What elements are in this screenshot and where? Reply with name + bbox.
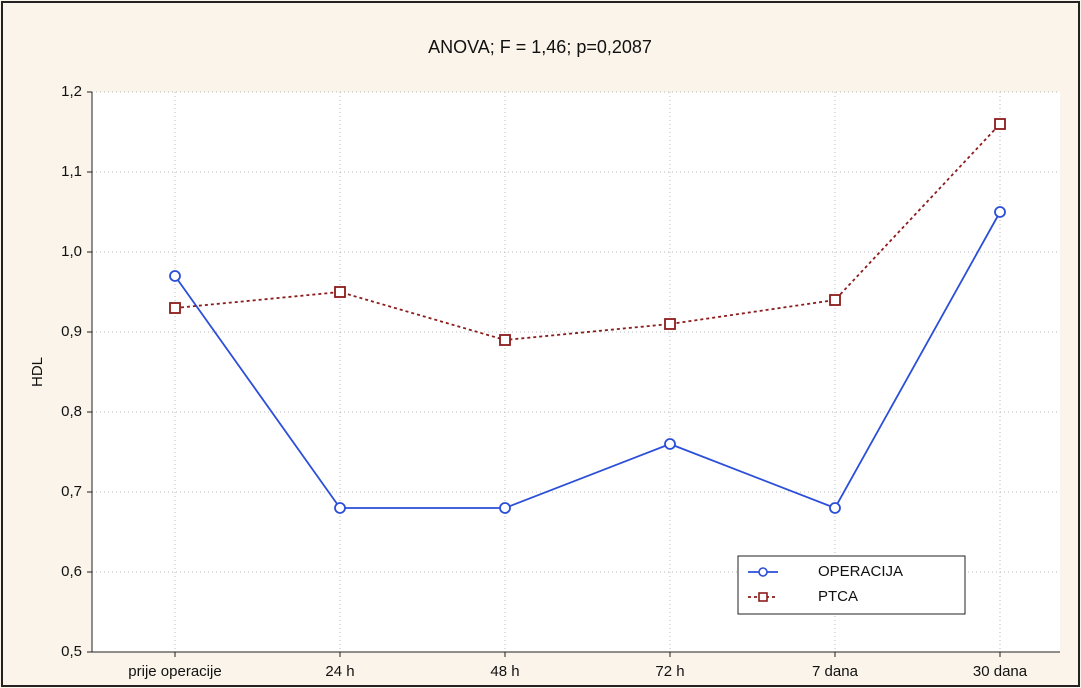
legend-box: [737, 555, 966, 615]
x-tick-label: 7 dana: [812, 663, 859, 680]
y-axis-label: HDL: [29, 357, 46, 387]
marker: [169, 302, 181, 314]
y-tick-label: 1,2: [61, 83, 82, 100]
y-tick-label: 0,5: [61, 643, 82, 660]
legend-marker: [758, 567, 768, 577]
marker: [334, 286, 346, 298]
y-tick-label: 0,9: [61, 323, 82, 340]
y-tick-label: 1,0: [61, 243, 82, 260]
marker: [664, 318, 676, 330]
y-tick-label: 0,6: [61, 563, 82, 580]
marker: [664, 438, 676, 450]
series-line: [174, 211, 1001, 510]
y-tick-label: 0,8: [61, 403, 82, 420]
x-tick-label: 30 dana: [973, 663, 1028, 680]
marker: [499, 502, 511, 514]
y-tick-label: 1,1: [61, 163, 82, 180]
marker: [499, 334, 511, 346]
marker: [994, 206, 1006, 218]
legend-marker: [758, 592, 768, 602]
series-line: [174, 123, 1001, 341]
x-tick-label: 72 h: [655, 663, 684, 680]
marker: [829, 294, 841, 306]
marker: [334, 502, 346, 514]
marker: [829, 502, 841, 514]
marker: [169, 270, 181, 282]
legend-label: OPERACIJA: [818, 563, 903, 580]
x-tick-label: prije operacije: [128, 663, 221, 680]
marker: [994, 118, 1006, 130]
chart-title: ANOVA; F = 1,46; p=0,2087: [428, 37, 652, 57]
x-tick-label: 24 h: [325, 663, 354, 680]
x-tick-label: 48 h: [490, 663, 519, 680]
legend-label: PTCA: [818, 588, 858, 605]
y-tick-label: 0,7: [61, 483, 82, 500]
